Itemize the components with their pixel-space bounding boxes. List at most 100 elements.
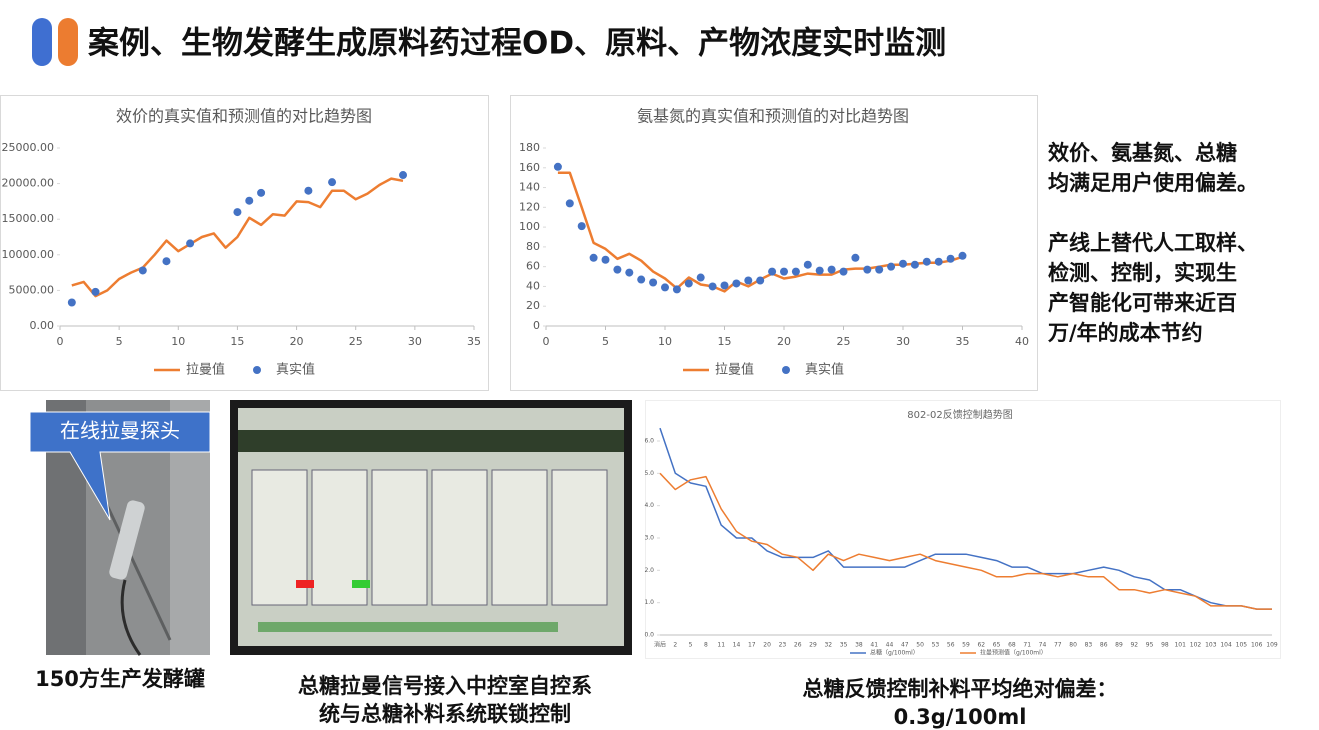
- legend-label: 真实值: [805, 362, 844, 378]
- x-tick-label: 25: [349, 335, 363, 348]
- data-point: [162, 257, 171, 266]
- title-pill: [32, 18, 52, 66]
- x-tick-label: 32: [824, 642, 832, 649]
- data-point: [791, 267, 800, 276]
- x-tick-label: 92: [1130, 642, 1138, 649]
- title-pill: [58, 18, 78, 66]
- x-tick-label: 20: [777, 335, 791, 348]
- x-tick-label: 103: [1205, 642, 1217, 649]
- legend-label: 拉曼值: [715, 362, 754, 378]
- x-tick-label: 101: [1174, 642, 1186, 649]
- chart-frame: [645, 400, 1281, 659]
- x-tick-label: 0: [57, 335, 64, 348]
- data-point: [661, 283, 669, 292]
- x-tick-label: 98: [1161, 642, 1169, 649]
- probe: [109, 500, 145, 580]
- y-tick-label: 0.0: [644, 632, 654, 639]
- data-point: [958, 251, 967, 260]
- data-point: [637, 275, 646, 284]
- y-tick-label: 100: [519, 220, 540, 233]
- photo-monitor: [230, 400, 632, 655]
- chart-frame: [0, 95, 489, 391]
- x-tick-label: 56: [947, 642, 955, 649]
- x-tick-label: 83: [1085, 642, 1093, 649]
- x-tick-label: 25: [837, 335, 851, 348]
- x-tick-label: 5: [602, 335, 609, 348]
- data-point: [186, 239, 195, 248]
- y-tick-label: 5000.00: [9, 283, 55, 296]
- y-tick-label: 10000.00: [2, 248, 55, 261]
- x-tick-label: 30: [896, 335, 910, 348]
- x-tick-label: 35: [467, 335, 481, 348]
- data-point: [625, 268, 634, 277]
- x-tick-label: 29: [809, 642, 817, 649]
- slide-title: 案例、生物发酵生成原料药过程OD、原料、产物浓度实时监测: [88, 26, 946, 62]
- data-point: [672, 285, 681, 294]
- x-tick-label: 105: [1236, 642, 1248, 649]
- cable: [120, 579, 142, 656]
- data-point: [780, 267, 788, 276]
- panel: [431, 469, 488, 606]
- x-tick-label: 74: [1039, 642, 1047, 649]
- panel: [491, 469, 548, 606]
- y-tick-label: 6.0: [644, 438, 654, 445]
- data-point: [899, 259, 907, 268]
- side-line: 检测、控制，实现生: [1048, 261, 1237, 285]
- x-tick-label: 53: [932, 642, 940, 649]
- button-bar: [258, 622, 558, 632]
- legend-label: 真实值: [276, 362, 315, 378]
- data-point: [601, 255, 610, 264]
- x-tick-label: 40: [1015, 335, 1029, 348]
- x-tick-label: 38: [855, 642, 863, 649]
- y-tick-label: 160: [519, 161, 540, 174]
- x-tick-label: 30: [408, 335, 422, 348]
- series-line: [659, 427, 1272, 610]
- y-tick-label: 0: [533, 319, 540, 332]
- x-tick-label: 14: [733, 642, 741, 649]
- data-point: [67, 298, 76, 307]
- x-tick-label: 26: [794, 642, 802, 649]
- data-point: [827, 265, 836, 274]
- caption: 150方生产发酵罐: [35, 667, 205, 691]
- data-point: [328, 178, 337, 187]
- legend-label: 总糖（g/100ml）: [870, 649, 919, 657]
- data-point: [589, 253, 598, 262]
- y-tick-label: 180: [519, 141, 540, 154]
- data-point: [803, 260, 812, 269]
- x-tick-label: 8: [704, 642, 708, 649]
- x-tick-label: 68: [1008, 642, 1016, 649]
- captions: 150方生产发酵罐 总糖拉曼信号接入中控室自控系 统与总糖补料系统联锁控制 总糖…: [35, 667, 1117, 729]
- x-tick-label: 2: [673, 642, 677, 649]
- x-tick-label: 77: [1054, 642, 1062, 649]
- x-tick-label: 102: [1190, 642, 1202, 649]
- y-tick-label: 20: [526, 299, 540, 312]
- x-tick-label: 65: [993, 642, 1001, 649]
- x-tick-label: 35: [840, 642, 848, 649]
- x-tick-label: 106: [1251, 642, 1263, 649]
- data-point: [839, 267, 848, 276]
- y-tick-label: 140: [519, 181, 540, 194]
- data-point: [863, 265, 872, 274]
- x-tick-label: 44: [886, 642, 894, 649]
- x-tick-label: 95: [1146, 642, 1154, 649]
- y-tick-label: 4.0: [644, 502, 654, 509]
- legend-label: 拉曼预测值（g/100ml）: [980, 649, 1047, 657]
- x-tick-label: 15: [718, 335, 732, 348]
- legend-label: 拉曼值: [186, 362, 225, 378]
- data-point: [708, 282, 717, 291]
- y-tick-label: 40: [526, 279, 540, 292]
- data-point: [756, 276, 765, 285]
- x-tick-label: 35: [956, 335, 970, 348]
- data-point: [768, 267, 777, 276]
- data-point: [304, 186, 313, 195]
- y-tick-label: 80: [526, 240, 540, 253]
- side-line: 万/年的成本节约: [1047, 321, 1203, 345]
- x-tick-label: 86: [1100, 642, 1108, 649]
- y-tick-label: 1.0: [644, 599, 654, 606]
- data-point: [233, 208, 242, 217]
- y-tick-label: 60: [526, 260, 540, 273]
- x-tick-label: 5: [689, 642, 693, 649]
- data-point: [257, 188, 266, 197]
- data-point: [577, 222, 586, 231]
- x-tick-label: 5: [116, 335, 123, 348]
